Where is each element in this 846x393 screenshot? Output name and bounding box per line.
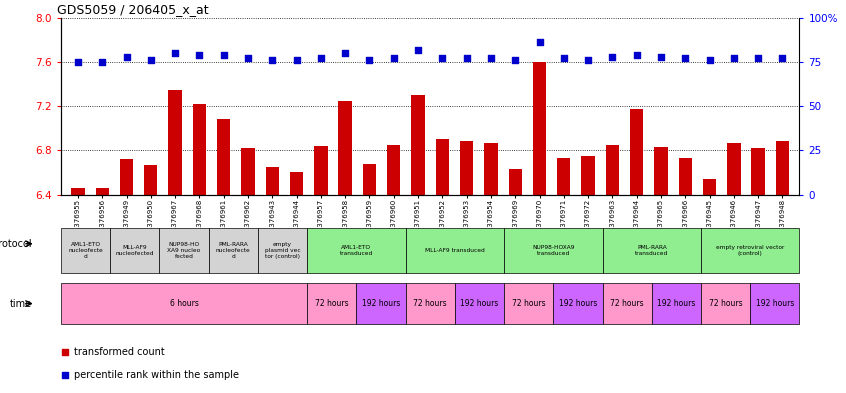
Text: GDS5059 / 206405_x_at: GDS5059 / 206405_x_at bbox=[58, 4, 209, 17]
Point bbox=[557, 55, 570, 61]
Bar bbox=[776, 141, 789, 195]
Text: percentile rank within the sample: percentile rank within the sample bbox=[74, 370, 239, 380]
Text: MLL-AF9 transduced: MLL-AF9 transduced bbox=[425, 248, 485, 253]
Point bbox=[144, 57, 157, 63]
Bar bbox=[508, 169, 522, 195]
Bar bbox=[314, 146, 327, 195]
Point bbox=[436, 55, 449, 61]
Point bbox=[630, 51, 644, 58]
Text: transformed count: transformed count bbox=[74, 347, 164, 357]
Text: 72 hours: 72 hours bbox=[315, 299, 349, 308]
Bar bbox=[144, 165, 157, 195]
Point bbox=[58, 372, 72, 378]
Point bbox=[168, 50, 182, 56]
Point bbox=[266, 57, 279, 63]
Text: 192 hours: 192 hours bbox=[460, 299, 498, 308]
Point bbox=[290, 57, 304, 63]
Point bbox=[387, 55, 400, 61]
Bar bbox=[654, 147, 667, 195]
Bar bbox=[558, 158, 570, 195]
Text: 72 hours: 72 hours bbox=[512, 299, 546, 308]
Bar bbox=[703, 179, 717, 195]
Point bbox=[678, 55, 692, 61]
Bar bbox=[484, 143, 497, 195]
Point bbox=[71, 59, 85, 65]
Point bbox=[363, 57, 376, 63]
Point bbox=[217, 51, 230, 58]
Bar bbox=[678, 158, 692, 195]
Bar bbox=[217, 119, 230, 195]
Text: NUP98-HO
XA9 nucleo
fected: NUP98-HO XA9 nucleo fected bbox=[168, 242, 201, 259]
Bar bbox=[436, 139, 449, 195]
Point bbox=[241, 55, 255, 61]
Bar bbox=[241, 148, 255, 195]
Text: AML1-ETO
transduced: AML1-ETO transduced bbox=[340, 245, 373, 256]
Bar bbox=[728, 143, 740, 195]
Point bbox=[581, 57, 595, 63]
Text: 72 hours: 72 hours bbox=[414, 299, 447, 308]
Text: 72 hours: 72 hours bbox=[709, 299, 743, 308]
Text: empty retroviral vector
(control): empty retroviral vector (control) bbox=[716, 245, 784, 256]
Point bbox=[411, 46, 425, 53]
Bar bbox=[120, 159, 133, 195]
Point bbox=[776, 55, 789, 61]
Text: time: time bbox=[9, 299, 31, 309]
Bar bbox=[387, 145, 400, 195]
Point bbox=[703, 57, 717, 63]
Bar bbox=[630, 109, 643, 195]
Point bbox=[654, 53, 667, 60]
Text: AML1-ETO
nucleofecte
d: AML1-ETO nucleofecte d bbox=[69, 242, 103, 259]
Bar bbox=[606, 145, 619, 195]
Text: 192 hours: 192 hours bbox=[362, 299, 400, 308]
Point bbox=[508, 57, 522, 63]
Text: protocol: protocol bbox=[0, 239, 31, 249]
Bar bbox=[266, 167, 279, 195]
Point bbox=[751, 55, 765, 61]
Point bbox=[460, 55, 474, 61]
Point bbox=[96, 59, 109, 65]
Text: 192 hours: 192 hours bbox=[558, 299, 597, 308]
Bar bbox=[290, 173, 303, 195]
Point bbox=[338, 50, 352, 56]
Bar bbox=[71, 188, 85, 195]
Point bbox=[606, 53, 619, 60]
Bar bbox=[96, 188, 109, 195]
Text: 192 hours: 192 hours bbox=[657, 299, 695, 308]
Bar bbox=[411, 95, 425, 195]
Point bbox=[314, 55, 327, 61]
Point bbox=[533, 39, 547, 46]
Text: 192 hours: 192 hours bbox=[755, 299, 794, 308]
Bar bbox=[168, 90, 182, 195]
Text: 6 hours: 6 hours bbox=[169, 299, 199, 308]
Bar bbox=[338, 101, 352, 195]
Point bbox=[120, 53, 134, 60]
Text: 72 hours: 72 hours bbox=[610, 299, 644, 308]
Bar bbox=[363, 163, 376, 195]
Bar bbox=[460, 141, 473, 195]
Text: PML-RARA
transduced: PML-RARA transduced bbox=[635, 245, 668, 256]
Point bbox=[58, 349, 72, 355]
Bar bbox=[581, 156, 595, 195]
Bar bbox=[751, 148, 765, 195]
Text: empty
plasmid vec
tor (control): empty plasmid vec tor (control) bbox=[265, 242, 300, 259]
Text: NUP98-HOXA9
transduced: NUP98-HOXA9 transduced bbox=[532, 245, 574, 256]
Point bbox=[484, 55, 497, 61]
Point bbox=[727, 55, 740, 61]
Point bbox=[193, 51, 206, 58]
Bar bbox=[533, 62, 547, 195]
Bar bbox=[193, 104, 206, 195]
Text: PML-RARA
nucleofecte
d: PML-RARA nucleofecte d bbox=[216, 242, 250, 259]
Text: MLL-AF9
nucleofected: MLL-AF9 nucleofected bbox=[116, 245, 154, 256]
